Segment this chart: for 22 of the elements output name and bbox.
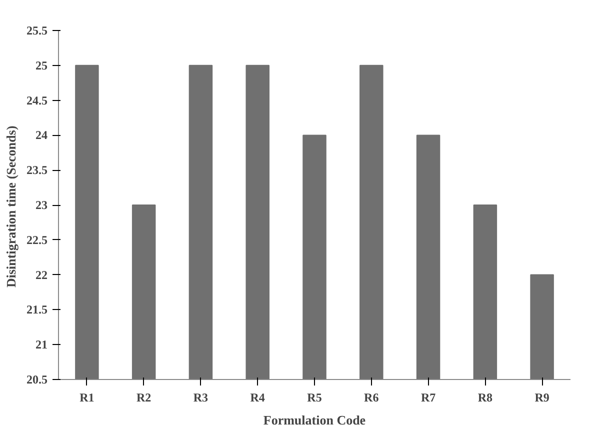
- y-tick-label: 24.5: [26, 93, 48, 108]
- y-tick-label: 25.5: [26, 24, 48, 38]
- x-tick-label: R7: [420, 390, 436, 404]
- y-tick-label: 24: [36, 128, 48, 142]
- x-tick-label: R6: [364, 390, 379, 404]
- y-tick-label: 25: [36, 58, 48, 72]
- y-tick-label: 22.5: [26, 232, 48, 247]
- y-tick-label: 22: [36, 268, 48, 282]
- x-tick-label: R8: [478, 390, 493, 404]
- x-tick-label: R4: [250, 390, 265, 404]
- y-tick-label: 23.5: [26, 163, 48, 178]
- y-axis-title: Disintigration time (Seconds): [4, 126, 18, 288]
- x-tick-label: R2: [136, 390, 152, 404]
- y-tick-label: 21.5: [26, 302, 48, 317]
- x-tick-label: R5: [307, 390, 322, 404]
- x-axis-title: Formulation Code: [263, 412, 366, 428]
- y-tick-label: 20.5: [26, 372, 48, 386]
- x-tick-label: R3: [193, 390, 208, 404]
- y-tick-label: 23: [36, 198, 48, 212]
- x-tick-label: R9: [534, 390, 550, 404]
- y-tick-label: 21: [36, 338, 48, 352]
- x-tick-label: R1: [80, 390, 94, 404]
